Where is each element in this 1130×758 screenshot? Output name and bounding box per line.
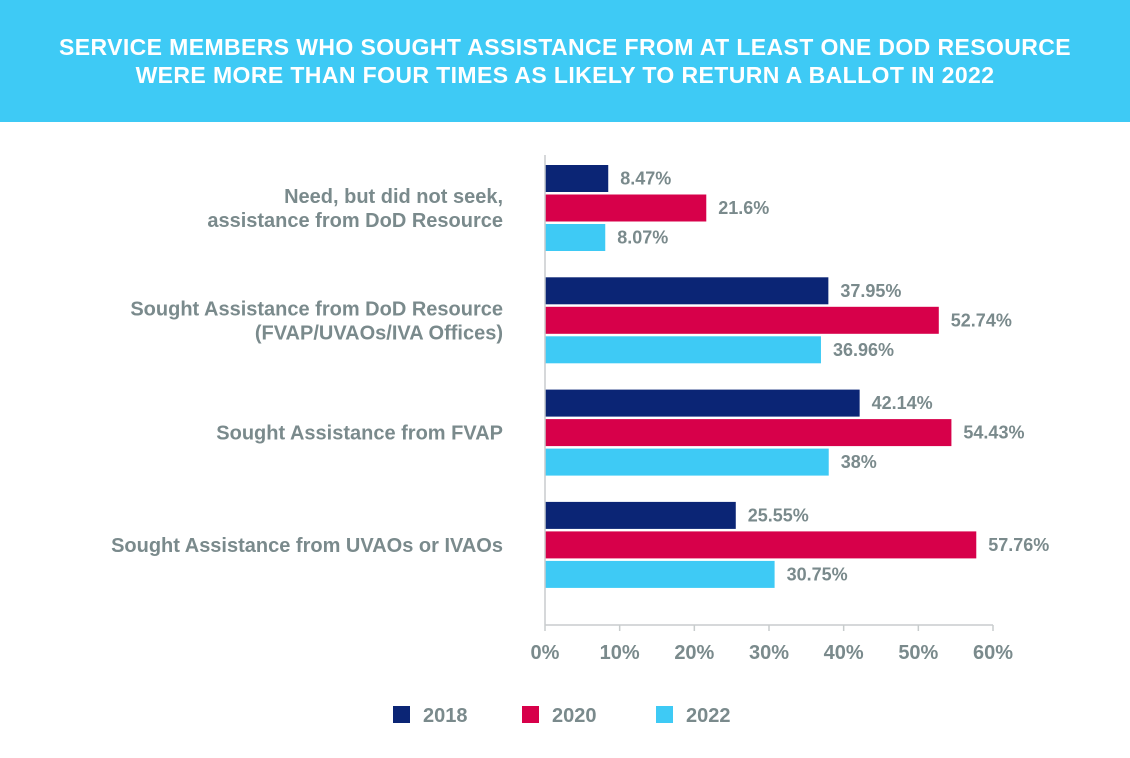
data-label: 57.76% xyxy=(988,535,1049,555)
x-tick-label: 0% xyxy=(531,642,560,664)
bar-2020 xyxy=(545,531,977,559)
legend-swatch-2022 xyxy=(656,706,673,723)
title-banner: SERVICE MEMBERS WHO SOUGHT ASSISTANCE FR… xyxy=(0,0,1130,122)
data-label: 37.95% xyxy=(840,281,901,301)
data-label: 54.43% xyxy=(963,423,1024,443)
category-label: Need, but did not seek, xyxy=(284,186,503,208)
bar-2020 xyxy=(545,419,952,447)
x-tick-label: 40% xyxy=(824,642,864,664)
legend-label: 2018 xyxy=(423,705,468,727)
bar-2018 xyxy=(545,277,829,305)
category-label: Sought Assistance from DoD Resource xyxy=(130,298,503,320)
data-label: 42.14% xyxy=(872,393,933,413)
axes: 0% 10% 20% 30% 40% 50% 60% xyxy=(531,155,1013,664)
category-labels: Need, but did not seek,assistance from D… xyxy=(111,186,503,557)
data-label: 38% xyxy=(841,452,877,472)
bar-2022 xyxy=(545,224,606,251)
category-label: assistance from DoD Resource xyxy=(207,210,503,232)
bar-2018 xyxy=(545,501,736,529)
bar-2018 xyxy=(545,165,609,192)
x-tick-label: 60% xyxy=(973,642,1013,664)
category-label: (FVAP/UVAOs/IVA Offices) xyxy=(255,322,503,344)
bar-2020 xyxy=(545,306,939,334)
bar-2022 xyxy=(545,336,821,364)
x-tick-label: 50% xyxy=(898,642,938,664)
x-tick-label: 30% xyxy=(749,642,789,664)
x-tick-label: 20% xyxy=(674,642,714,664)
bar-2022 xyxy=(545,448,829,476)
bars: 8.47% 21.6% 8.07% 37.95% 52.74% 36.96% 42.14% 5… xyxy=(545,165,1049,588)
bar-2020 xyxy=(545,194,707,222)
bar-2022 xyxy=(545,560,775,588)
legend-label: 2022 xyxy=(686,705,731,727)
x-tick-label: 10% xyxy=(600,642,640,664)
data-label: 8.07% xyxy=(617,228,668,248)
data-label: 25.55% xyxy=(748,505,809,525)
chart-title-line-1: SERVICE MEMBERS WHO SOUGHT ASSISTANCE FR… xyxy=(59,34,1071,60)
category-label: Sought Assistance from UVAOs or IVAOs xyxy=(111,535,503,557)
bar-2018 xyxy=(545,389,860,417)
data-label: 21.6% xyxy=(718,198,769,218)
category-label: Sought Assistance from FVAP xyxy=(216,423,503,445)
legend: 2018 2020 2022 xyxy=(393,705,731,727)
data-label: 30.75% xyxy=(787,564,848,584)
data-label: 8.47% xyxy=(620,169,671,189)
data-label: 52.74% xyxy=(951,310,1012,330)
legend-label: 2020 xyxy=(552,705,597,727)
chart-title-line-2: WERE MORE THAN FOUR TIMES AS LIKELY TO R… xyxy=(135,62,995,88)
legend-swatch-2020 xyxy=(522,706,539,723)
legend-swatch-2018 xyxy=(393,706,410,723)
data-label: 36.96% xyxy=(833,340,894,360)
